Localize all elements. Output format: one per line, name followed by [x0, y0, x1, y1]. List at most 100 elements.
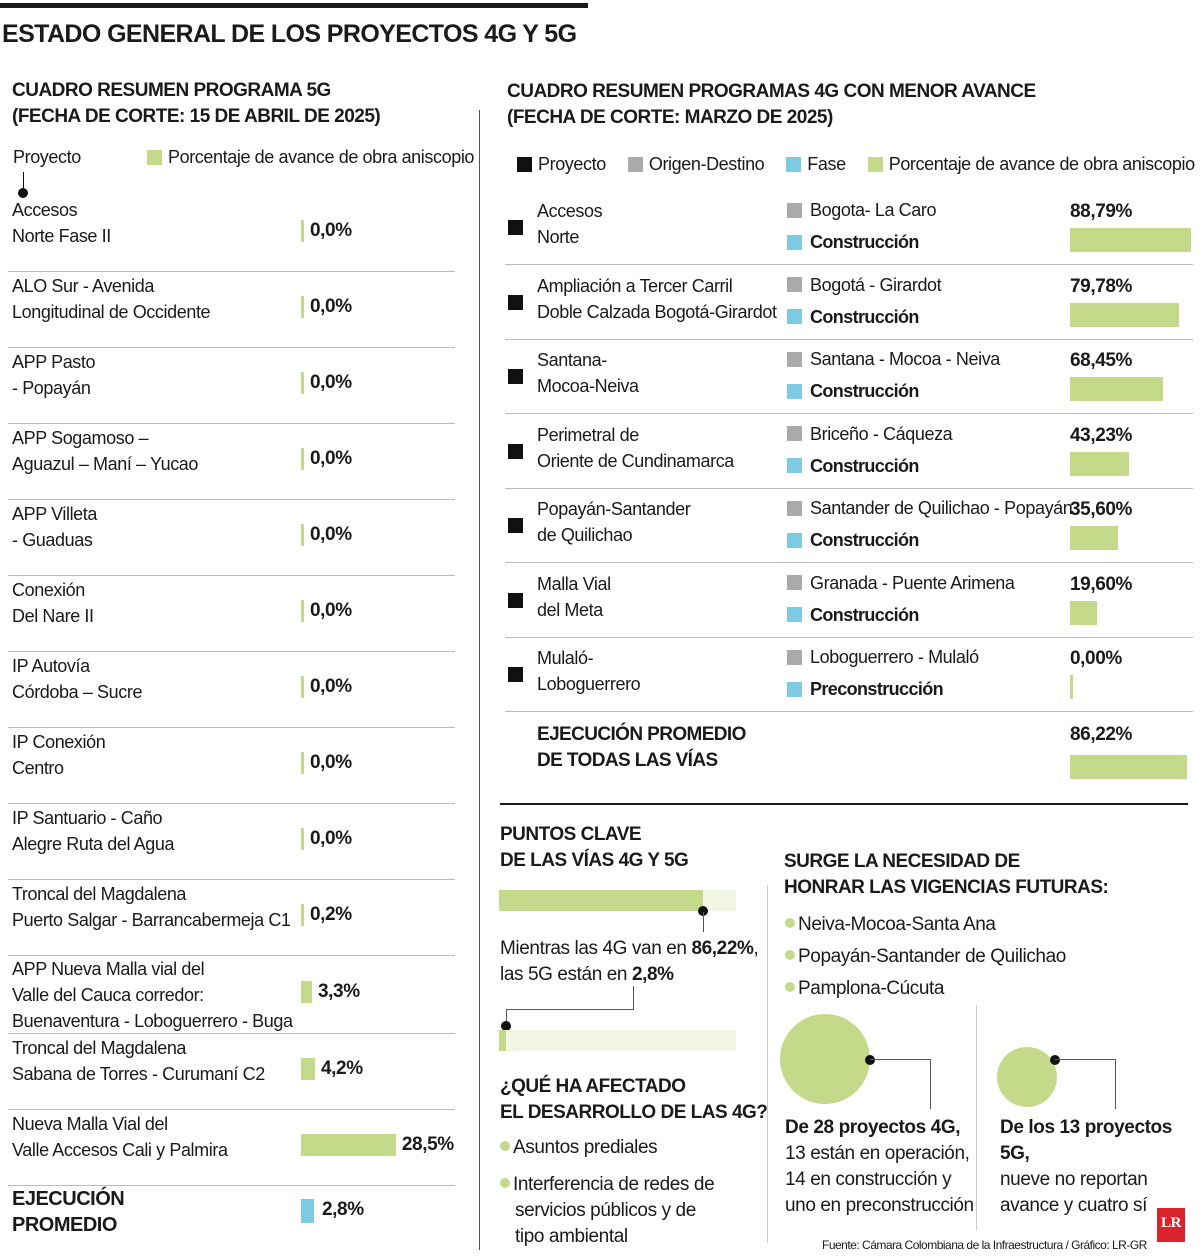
table-row: Troncal del Magdalena Puerto Salgar - Bar…: [8, 880, 455, 956]
phase-text: Preconstrucción: [810, 679, 944, 699]
project-name-line: Troncal del Magdalena: [12, 1038, 187, 1058]
progress-value: 0,0%: [310, 752, 352, 773]
project-name: IP Autovía Córdoba – Sucre: [12, 653, 142, 705]
key-points-text: Mientras las 4G van en 86,22%, las 5G es…: [500, 936, 759, 988]
table-row: Mulaló- Loboguerrero Loboguerrero - Mulal…: [505, 637, 1193, 712]
project-name-line: Ampliación a Tercer Carril: [537, 275, 733, 296]
project-name-line: IP Santuario - Caño: [12, 808, 163, 828]
column-divider: [479, 110, 480, 1250]
progress-bar: [1070, 377, 1164, 401]
table-row: APP Sogamoso – Aguazul – Maní – Yucao 0,0%: [8, 424, 455, 500]
project-name: Mulaló- Loboguerrero: [537, 645, 641, 697]
progress-bar: [301, 828, 304, 850]
pointer-line: [506, 1009, 634, 1010]
table-row: IP Autovía Córdoba – Sucre 0,0%: [8, 652, 455, 728]
origin-swatch-icon: [627, 157, 643, 172]
project-name: Nueva Malla Vial del Valle Accesos Cali y…: [12, 1111, 228, 1163]
bar-4g-track: [499, 890, 736, 911]
table-row: Perimetral de Oriente de Cundinamarca Bri…: [505, 414, 1193, 489]
table-row: IP Conexión Centro 0,0%: [8, 728, 455, 804]
project-name-line: Aguazul – Maní – Yucao: [12, 454, 199, 474]
progress-bar: [301, 372, 304, 394]
pointer-line: [1115, 1059, 1116, 1109]
phase-swatch-icon: [787, 458, 802, 473]
origin-destination: Loboguerrero - Mulaló: [787, 644, 979, 670]
value-4g: 86,22%: [691, 938, 754, 959]
phase: Construcción: [787, 304, 919, 330]
right-legend: Proyecto Origen-Destino Fase Porcentaje …: [517, 154, 1195, 175]
phase: Construcción: [787, 527, 919, 553]
progress-value: 88,79%: [1070, 201, 1133, 222]
origin-destination: Granada - Puente Arimena: [787, 570, 1015, 596]
progress-bar: [1070, 526, 1119, 550]
legend-label: Proyecto: [538, 154, 606, 174]
project-name-line: APP Nueva Malla vial del: [12, 959, 205, 979]
stat-bold: De 28 proyectos 4G,: [785, 1117, 961, 1138]
origin-destination: Bogotá - Girardot: [787, 272, 942, 298]
origin-swatch-icon: [787, 575, 802, 590]
project-name-line: Conexión: [12, 580, 85, 600]
futures-item: Popayán-Santander de Quilichao: [785, 944, 1066, 970]
project-name-line: Mulaló-: [537, 648, 594, 668]
legend-pct: Porcentaje de avance de obra aniscopio: [147, 147, 474, 168]
legend-pointer-dot: [18, 188, 28, 198]
project-bullet-icon: [508, 369, 523, 384]
od-text: Santander de Quilichao - Popayán: [810, 498, 1073, 518]
project-name-line: Puerto Salgar - Barrancabermeja C1: [12, 910, 291, 930]
right-heading-line: (FECHA DE CORTE: MARZO DE 2025): [507, 107, 833, 128]
progress-value: 19,60%: [1070, 573, 1133, 595]
project-name: APP Sogamoso – Aguazul – Maní – Yucao: [12, 425, 198, 477]
progress-bar: [301, 904, 304, 926]
project-swatch-icon: [517, 157, 532, 172]
left-average-bar: [301, 1199, 314, 1223]
stat-line: 14 en construcción y: [785, 1169, 952, 1190]
project-name-line: Sabana de Torres - Curumaní C2: [12, 1064, 265, 1084]
progress-value: 3,3%: [317, 981, 360, 1002]
progress-value: 0,00%: [1070, 648, 1122, 669]
heading-line: ¿QUÉ HA AFECTADO: [500, 1076, 686, 1097]
progress-value: 0,0%: [310, 448, 352, 469]
project-name-line: IP Conexión: [12, 732, 106, 752]
phase-swatch-icon: [786, 157, 802, 172]
table-row: IP Santuario - Caño Alegre Ruta del Agua 0…: [8, 804, 455, 880]
progress-value: 0,0%: [310, 524, 352, 545]
phase: Construcción: [787, 453, 919, 479]
stat-line: uno en preconstrucción: [785, 1195, 974, 1216]
project-name-line: APP Sogamoso –: [12, 428, 149, 448]
pointer-line: [870, 1059, 930, 1060]
project-name-line: Doble Calzada Bogotá-Girardot: [537, 301, 777, 322]
phase-swatch-icon: [787, 607, 802, 622]
progress-bar: [301, 448, 304, 470]
heading-line: EL DESARROLLO DE LAS 4G?: [500, 1102, 768, 1123]
phase-text: Construcción: [810, 455, 919, 476]
right-average-label: EJECUCIÓN PROMEDIO DE TODAS LAS VÍAS: [537, 722, 746, 774]
progress-value: 4,2%: [320, 1058, 363, 1079]
project-name-line: Loboguerrero: [537, 674, 641, 694]
progress-value: 68,45%: [1070, 350, 1133, 371]
bullet-icon: [500, 1178, 510, 1188]
origin-destination: Bogota- La Caro: [787, 197, 936, 223]
table-row: Popayán-Santander de Quilichao Santander …: [505, 488, 1193, 563]
project-name: Accesos Norte: [537, 198, 603, 250]
project-name: Conexión Del Nare II: [12, 577, 94, 629]
phase-text: Construcción: [810, 232, 919, 252]
project-bullet-icon: [508, 592, 523, 608]
table-row: Troncal del Magdalena Sabana de Torres - …: [8, 1034, 455, 1110]
phase: Construcción: [787, 378, 919, 404]
project-name-line: Longitudinal de Occidente: [12, 302, 211, 322]
stat-line: avance y cuatro sí: [1000, 1195, 1147, 1216]
project-name-line: - Guaduas: [12, 530, 93, 550]
phase: Construcción: [787, 229, 919, 255]
pointer-line: [506, 1009, 507, 1023]
left-heading-line: (FECHA DE CORTE: 15 DE ABRIL DE 2025): [12, 106, 381, 127]
od-text: Loboguerrero - Mulaló: [810, 647, 979, 667]
project-name-line: Córdoba – Sucre: [12, 682, 143, 702]
pointer-line: [930, 1059, 931, 1109]
origin-swatch-icon: [787, 649, 802, 665]
phase: Construcción: [787, 602, 919, 628]
project-name-line: APP Pasto: [12, 352, 96, 372]
phase-swatch-icon: [787, 383, 802, 399]
bar-5g-track: [499, 1030, 736, 1051]
item-text: Interferencia de redes de: [513, 1174, 715, 1195]
project-name-line: de Quilichao: [537, 525, 633, 545]
